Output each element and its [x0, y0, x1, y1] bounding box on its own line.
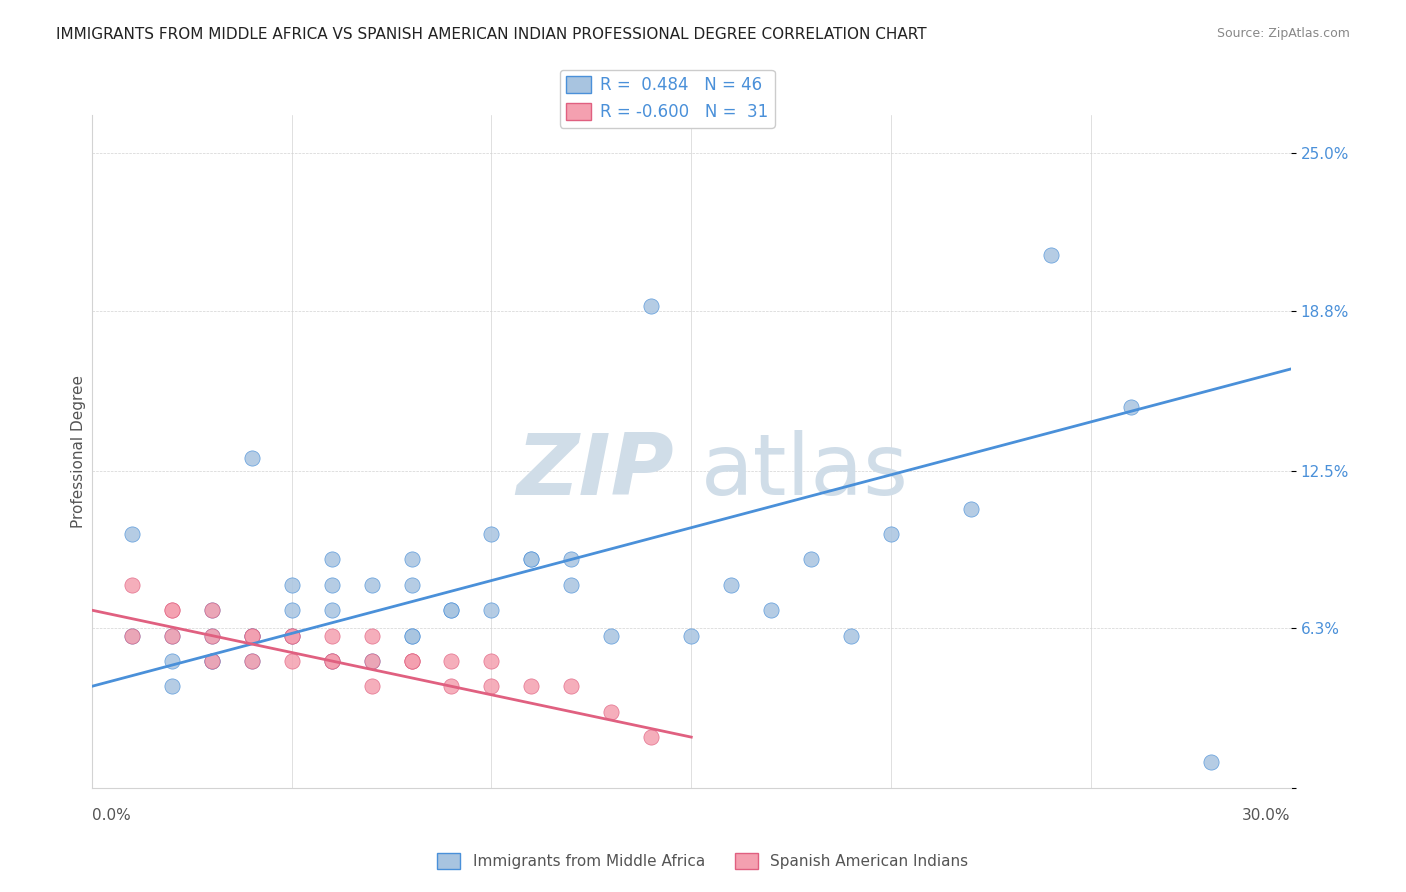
Point	[401, 654, 423, 668]
Point	[321, 654, 343, 668]
Text: atlas: atlas	[702, 430, 910, 513]
Point	[1039, 248, 1062, 262]
Point	[440, 654, 463, 668]
Point	[360, 654, 382, 668]
Point	[121, 629, 143, 643]
Point	[759, 603, 782, 617]
Point	[121, 629, 143, 643]
Point	[401, 654, 423, 668]
Point	[440, 679, 463, 693]
Point	[201, 654, 224, 668]
Point	[960, 501, 983, 516]
Point	[280, 654, 302, 668]
Point	[240, 629, 263, 643]
Point	[481, 603, 503, 617]
Text: ZIP: ZIP	[516, 430, 673, 513]
Point	[640, 730, 662, 744]
Point	[121, 578, 143, 592]
Point	[520, 679, 543, 693]
Point	[240, 450, 263, 465]
Point	[1119, 400, 1142, 414]
Point	[160, 603, 183, 617]
Point	[401, 552, 423, 566]
Point	[121, 527, 143, 541]
Point	[720, 578, 742, 592]
Point	[160, 654, 183, 668]
Point	[560, 552, 582, 566]
Point	[201, 603, 224, 617]
Point	[240, 629, 263, 643]
Point	[160, 629, 183, 643]
Point	[401, 578, 423, 592]
Point	[280, 578, 302, 592]
Y-axis label: Professional Degree: Professional Degree	[72, 375, 86, 528]
Legend: R =  0.484   N = 46, R = -0.600   N =  31: R = 0.484 N = 46, R = -0.600 N = 31	[560, 70, 775, 128]
Point	[201, 654, 224, 668]
Point	[321, 654, 343, 668]
Text: IMMIGRANTS FROM MIDDLE AFRICA VS SPANISH AMERICAN INDIAN PROFESSIONAL DEGREE COR: IMMIGRANTS FROM MIDDLE AFRICA VS SPANISH…	[56, 27, 927, 42]
Point	[520, 552, 543, 566]
Point	[160, 679, 183, 693]
Point	[520, 552, 543, 566]
Point	[401, 629, 423, 643]
Point	[600, 705, 623, 719]
Point	[240, 629, 263, 643]
Point	[280, 629, 302, 643]
Point	[321, 654, 343, 668]
Point	[401, 654, 423, 668]
Point	[360, 629, 382, 643]
Point	[280, 603, 302, 617]
Point	[440, 603, 463, 617]
Legend: Immigrants from Middle Africa, Spanish American Indians: Immigrants from Middle Africa, Spanish A…	[432, 847, 974, 875]
Point	[201, 603, 224, 617]
Point	[360, 578, 382, 592]
Point	[201, 654, 224, 668]
Point	[600, 629, 623, 643]
Point	[321, 629, 343, 643]
Point	[321, 603, 343, 617]
Point	[160, 629, 183, 643]
Point	[839, 629, 862, 643]
Point	[321, 578, 343, 592]
Point	[800, 552, 823, 566]
Point	[360, 679, 382, 693]
Point	[280, 629, 302, 643]
Point	[440, 603, 463, 617]
Point	[240, 654, 263, 668]
Point	[481, 679, 503, 693]
Point	[401, 629, 423, 643]
Point	[160, 603, 183, 617]
Point	[321, 552, 343, 566]
Point	[681, 629, 703, 643]
Point	[560, 679, 582, 693]
Point	[201, 629, 224, 643]
Point	[1199, 756, 1222, 770]
Point	[240, 629, 263, 643]
Point	[280, 629, 302, 643]
Text: 30.0%: 30.0%	[1243, 808, 1291, 823]
Point	[880, 527, 903, 541]
Point	[360, 654, 382, 668]
Point	[201, 629, 224, 643]
Point	[560, 578, 582, 592]
Text: 0.0%: 0.0%	[91, 808, 131, 823]
Text: Source: ZipAtlas.com: Source: ZipAtlas.com	[1216, 27, 1350, 40]
Point	[481, 654, 503, 668]
Point	[481, 527, 503, 541]
Point	[240, 654, 263, 668]
Point	[640, 299, 662, 313]
